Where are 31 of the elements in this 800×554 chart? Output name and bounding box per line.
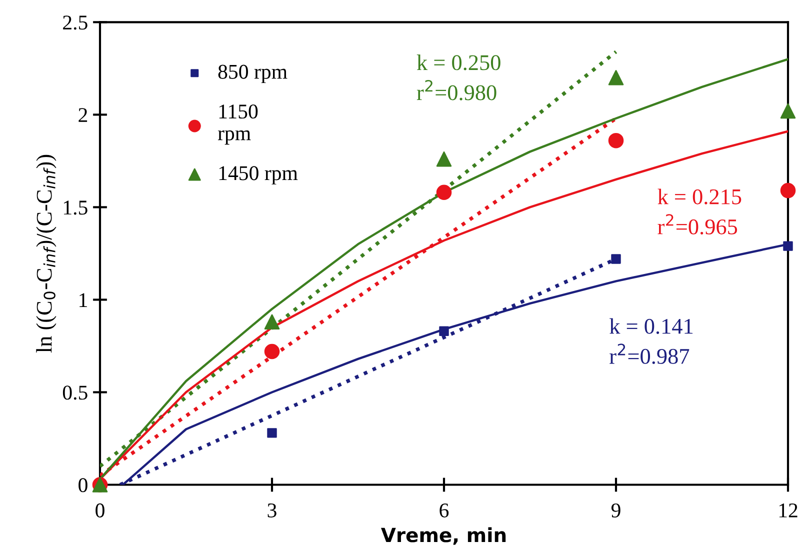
point <box>436 151 452 167</box>
annotation: k = 0.250 r$^{2}$=0.980 <box>416 54 500 100</box>
y-tick-label: 1 <box>80 293 87 307</box>
y-tick-label: 2.5 <box>63 16 88 30</box>
x-tick-label: 12 <box>779 503 798 518</box>
y-axis-title: ln ((C$_{0}$-C$_{inf}$)/(C-C$_{inf}$)) <box>36 154 56 353</box>
x-tick-label: 0 <box>96 503 104 518</box>
annotation: k = 0.215 r$^{2}$=0.965 <box>658 188 742 234</box>
x-tick-label: 9 <box>611 503 620 518</box>
y-tick-label: 0.5 <box>62 386 88 400</box>
x-tick-label: 3 <box>268 503 276 518</box>
point <box>780 182 796 198</box>
point <box>439 326 449 336</box>
legend-label: 1450 rpm <box>219 166 298 184</box>
y-tick-label: 0 <box>78 478 88 492</box>
legend-label: 1150 rpm <box>218 104 258 145</box>
x-axis-title: Vreme, min <box>380 527 506 545</box>
point <box>608 70 624 86</box>
point <box>264 314 280 330</box>
annotation: k = 0.141 r$^{2}$=0.987 <box>610 318 693 364</box>
legend-label: 850 rpm <box>218 64 288 84</box>
point <box>780 103 796 119</box>
point <box>264 344 280 360</box>
y-tick-label: 2 <box>78 108 88 122</box>
point <box>608 132 624 148</box>
x-tick-label: 6 <box>440 503 449 518</box>
point <box>436 184 452 200</box>
point <box>783 241 793 251</box>
point <box>267 428 277 438</box>
point <box>611 254 621 264</box>
y-tick-label: 1.5 <box>64 200 88 215</box>
